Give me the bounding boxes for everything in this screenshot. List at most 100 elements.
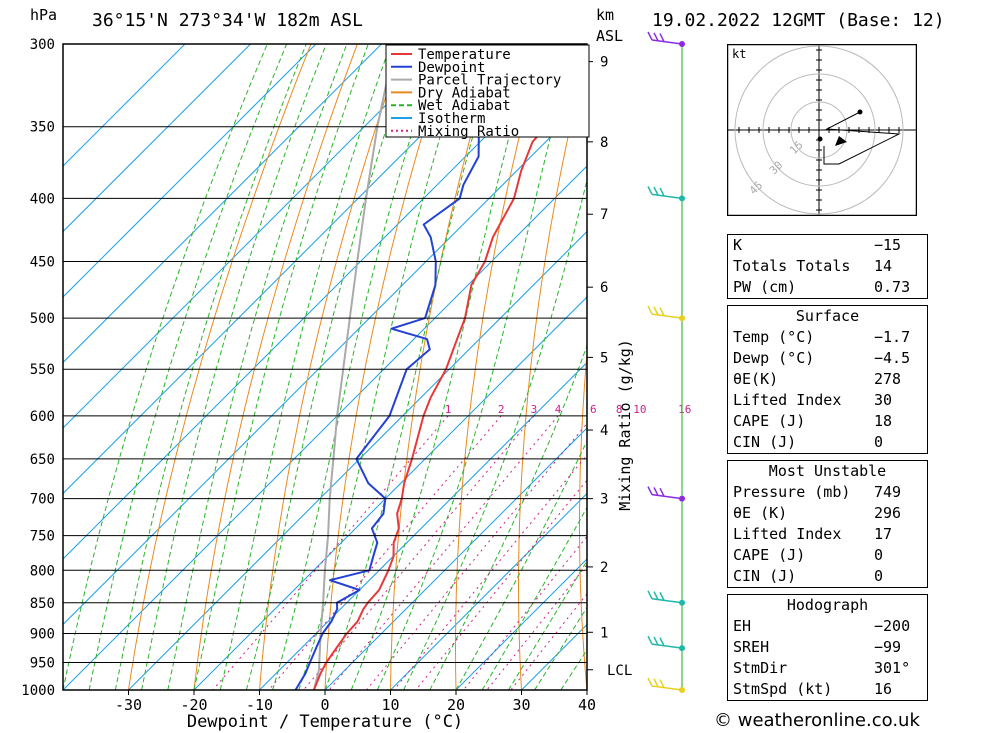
mixing-ratio-label: 4 — [555, 403, 562, 416]
mixing-ratio-line — [303, 415, 535, 690]
wind-barb-flag — [659, 637, 665, 647]
height-tick-label: 2 — [600, 560, 608, 576]
height-unit-label: km — [596, 6, 615, 24]
isotherm-line — [259, 361, 587, 690]
height-tick-label: 1 — [600, 625, 608, 641]
surface-title: Surface — [795, 307, 860, 325]
mixing-ratio-line — [268, 415, 502, 690]
wind-barb-shaft — [651, 685, 683, 691]
mu-row-li: Lifted Index 17 — [733, 525, 893, 543]
wet-adiabat-line — [481, 506, 587, 690]
wind-barb-flag — [647, 486, 653, 495]
hodograph-trace-start — [817, 136, 823, 142]
mu-row-cape: CAPE (J) 0 — [733, 546, 884, 564]
temp-tick-label: 30 — [512, 696, 530, 714]
location-title: 36°15'N 273°34'W 182m ASL — [92, 10, 363, 31]
pressure-tick-label: 300 — [30, 37, 55, 53]
isotherm-line — [63, 44, 579, 560]
mixing-ratio-line — [510, 593, 587, 690]
copyright-link[interactable]: © weatheronline.co.uk — [714, 710, 920, 731]
dry-adiabat-line — [696, 44, 700, 690]
mixing-ratio-label: 3 — [531, 403, 538, 416]
hodograph-ring — [734, 45, 904, 215]
wind-barb-flag — [653, 306, 659, 316]
wind-barb-flag — [647, 305, 653, 315]
wind-barb-shaft — [651, 39, 683, 45]
mixing-ratio-line — [328, 415, 559, 690]
skew-t-diagram: 1234681016202530035040045050055060065070… — [21, 31, 700, 732]
wind-barb-shaft — [651, 193, 683, 200]
wet-adiabat-line — [272, 44, 441, 690]
hodo-row-stmspd: StmSpd (kt) 16 — [733, 680, 893, 698]
isotherm-line — [324, 427, 587, 690]
pressure-tick-label: 500 — [30, 311, 55, 327]
mixing-ratio-axis-label: Mixing Ratio (g/kg) — [616, 339, 634, 511]
wet-adiabat-line — [350, 44, 535, 690]
temp-tick-label: 40 — [578, 696, 596, 714]
isotherm-line — [390, 492, 587, 690]
hodograph-trace — [823, 111, 901, 165]
pressure-tick-label: 450 — [30, 255, 55, 271]
mu-row-cin: CIN (J) 0 — [733, 567, 884, 585]
pressure-tick-label: 950 — [30, 655, 55, 671]
wind-barb-flag — [653, 678, 659, 688]
wet-adiabat-line — [88, 44, 288, 690]
height-tick-label: 7 — [600, 207, 608, 223]
hodograph-title: Hodograph — [786, 596, 869, 614]
surface-table: Surface Temp (°C) −1.7 Dewp (°C) −4.5 θE(K… — [727, 305, 928, 454]
isotherm-line — [455, 558, 587, 690]
temp-tick-label: -10 — [246, 696, 273, 714]
isotherm-line — [63, 44, 317, 298]
isotherm-line — [63, 99, 587, 626]
wind-barb-flag — [653, 636, 659, 646]
pressure-tick-label: 600 — [30, 409, 55, 425]
pressure-tick-label: 550 — [30, 362, 55, 378]
height-tick-label: 6 — [600, 280, 608, 296]
dewpoint-line — [294, 44, 509, 690]
most-unstable-table: Most Unstable Pressure (mb) 749 θE (K) 296… — [727, 460, 928, 588]
pressure-tick-label: 650 — [30, 452, 55, 468]
wet-adiabat-line — [114, 44, 307, 690]
legend-entry: Mixing Ratio — [418, 124, 519, 140]
temp-tick-label: 20 — [447, 696, 465, 714]
legend-entry: Isotherm — [418, 111, 485, 127]
index-row-pw: PW (cm) 0.73 — [733, 278, 911, 296]
surface-row-li: Lifted Index 30 — [733, 391, 893, 409]
mixing-ratio-label: 1 — [445, 403, 452, 416]
mixing-ratio-label: 2 — [498, 403, 505, 416]
wind-barb-shaft — [651, 598, 683, 604]
index-row-totals: Totals Totals 14 — [733, 257, 893, 275]
wet-adiabat-line — [455, 439, 587, 690]
height-tick-label: 3 — [600, 492, 608, 508]
pressure-tick-label: 800 — [30, 563, 55, 579]
isotherm-line — [63, 165, 587, 690]
basic-indices-table: K −15 Totals Totals 14 PW (cm) 0.73 — [727, 234, 928, 299]
wet-adiabat-line — [429, 344, 587, 690]
wind-barb-flag — [659, 187, 665, 197]
wind-barb-flag — [647, 677, 653, 687]
pressure-tick-label: 1000 — [21, 683, 55, 699]
wind-barb-shaft — [651, 493, 683, 500]
most-unstable-title: Most Unstable — [768, 462, 887, 480]
wind-barb-flag — [659, 307, 665, 316]
height-tick-label: 4 — [600, 423, 608, 439]
legend-entry: Temperature — [418, 47, 511, 63]
hodo-row-eh: EH −200 — [733, 617, 911, 635]
surface-row-temp: Temp (°C) −1.7 — [733, 328, 911, 346]
isotherm-line — [63, 44, 382, 364]
temp-tick-label: 0 — [320, 696, 329, 714]
mixing-ratio-label: 8 — [616, 403, 623, 416]
height-unit-asl-label: ASL — [596, 27, 624, 45]
wet-adiabat-line — [403, 178, 587, 690]
isotherm-line — [63, 44, 251, 233]
pressure-tick-label: 850 — [30, 596, 55, 612]
hodograph-trace-end — [857, 109, 863, 115]
pressure-tick-label: 750 — [30, 529, 55, 545]
pressure-tick-label: 700 — [30, 492, 55, 508]
wind-barb-flag — [659, 592, 665, 601]
wind-barb-flag — [659, 679, 665, 688]
mixing-ratio-line — [366, 422, 587, 690]
pressure-unit-label: hPa — [30, 6, 58, 24]
